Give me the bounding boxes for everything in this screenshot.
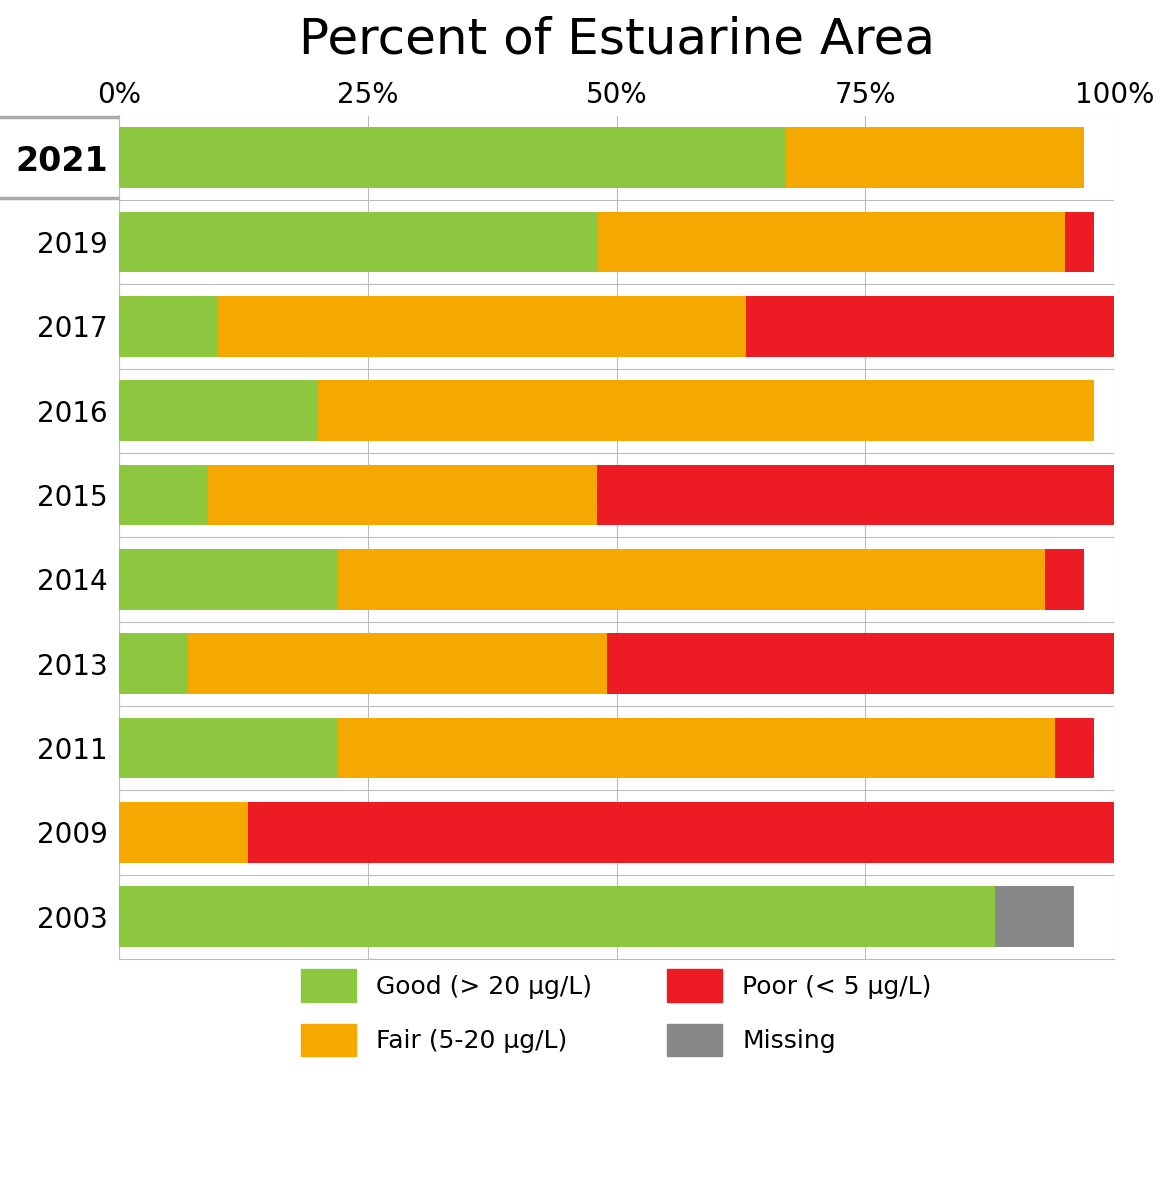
Bar	[248, 802, 1114, 863]
Bar	[338, 549, 1045, 609]
Bar	[119, 465, 208, 525]
Bar	[119, 212, 596, 273]
Bar	[746, 296, 1114, 357]
Bar	[119, 549, 338, 609]
Bar	[188, 633, 607, 694]
Bar	[596, 212, 1065, 273]
Bar	[119, 886, 995, 947]
Bar	[119, 380, 318, 441]
Bar	[607, 633, 1114, 694]
Bar	[208, 465, 596, 525]
Bar	[119, 633, 188, 694]
Bar	[786, 127, 1085, 188]
Bar	[1065, 212, 1094, 273]
Title: Percent of Estuarine Area: Percent of Estuarine Area	[298, 14, 934, 63]
Bar	[119, 296, 219, 357]
Bar	[119, 127, 786, 188]
Bar	[119, 802, 248, 863]
Bar	[596, 465, 1114, 525]
Bar	[119, 718, 338, 779]
Bar	[1045, 549, 1085, 609]
Bar	[318, 380, 1094, 441]
Legend: Good (> 20 μg/L), Fair (5-20 μg/L), Poor (< 5 μg/L), Missing: Good (> 20 μg/L), Fair (5-20 μg/L), Poor…	[302, 969, 932, 1057]
Bar	[219, 296, 746, 357]
Bar	[995, 886, 1074, 947]
Bar	[1054, 718, 1094, 779]
Bar	[338, 718, 1054, 779]
